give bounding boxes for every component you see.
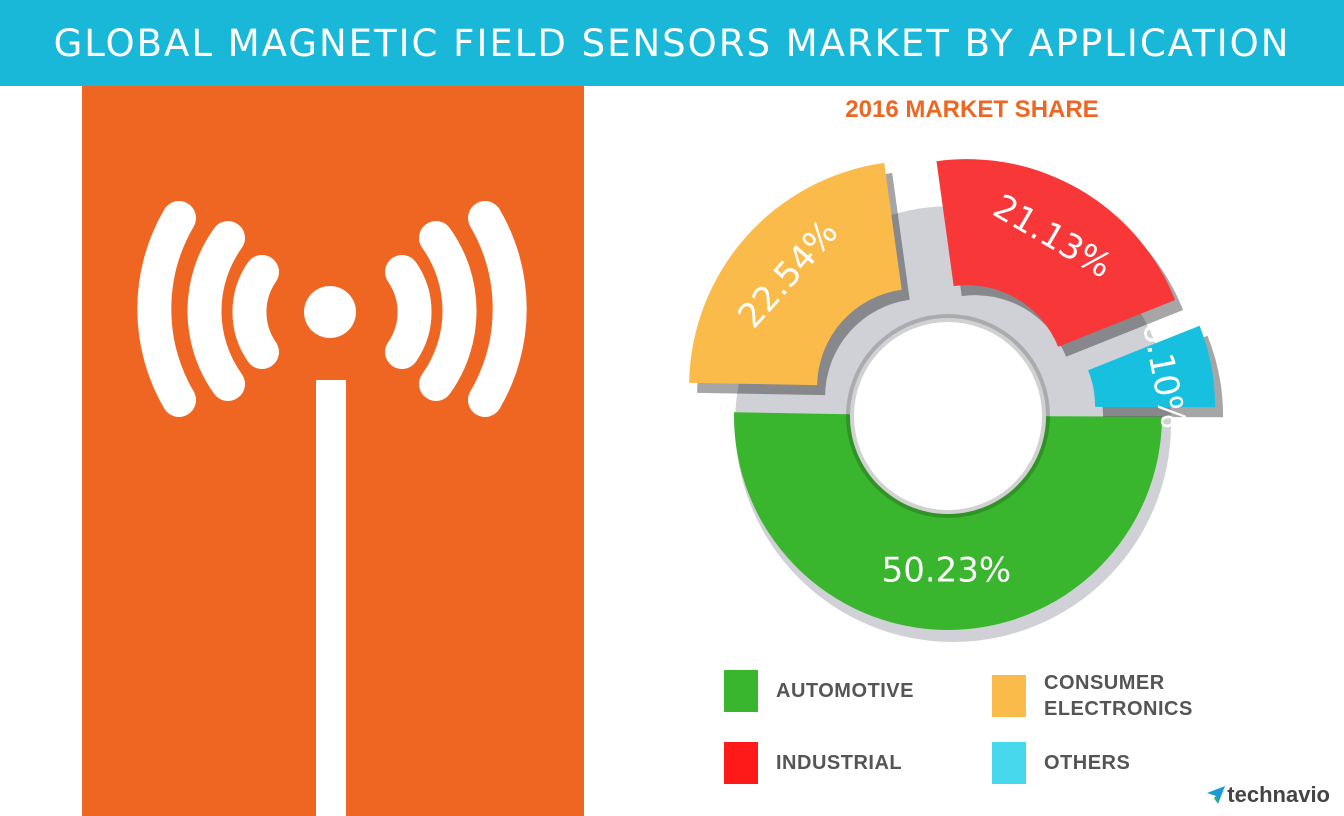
legend-item-others: OTHERS [992, 742, 1130, 784]
signal-wave-left-outer [137, 201, 196, 417]
legend-item-industrial: INDUSTRIAL [724, 742, 902, 784]
chart-title: 2016 MARKET SHARE [845, 96, 1099, 123]
legend-swatch-industrial [724, 742, 758, 784]
slice-industrial [936, 159, 1176, 347]
slice-consumer-electronics [689, 162, 902, 386]
chart-area: 2016 MARKET SHARE 50.23% 6.10% 21.13% 22.54… [600, 86, 1344, 816]
legend-label-automotive: AUTOMOTIVE [776, 680, 914, 702]
legend-item-consumer-electronics: CONSUMER ELECTRONICS [992, 670, 1204, 722]
slice-others [1088, 325, 1216, 408]
data-label-automotive: 50.23% [882, 550, 1012, 590]
legend-item-automotive: AUTOMOTIVE [724, 670, 914, 712]
signal-wave-right-inner [385, 255, 432, 369]
signal-wave-left-middle [187, 221, 245, 401]
legend-swatch-consumer-electronics [992, 675, 1026, 717]
brand-name: technavio [1227, 782, 1330, 807]
donut-chart: 50.23%6.10%21.13%22.54% [689, 159, 1224, 642]
page-title: GLOBAL MAGNETIC FIELD SENSORS MARKET BY … [53, 21, 1291, 65]
wireless-signal-tower-icon [137, 201, 527, 816]
slice-automotive [733, 412, 1162, 631]
legend-swatch-automotive [724, 670, 758, 712]
illustration-panel [82, 86, 584, 816]
title-banner: GLOBAL MAGNETIC FIELD SENSORS MARKET BY … [0, 0, 1344, 86]
signal-wave-left-inner [232, 255, 279, 369]
legend-label-others: OTHERS [1044, 752, 1131, 774]
signal-wave-right-middle [419, 221, 477, 401]
signal-source-dot [304, 286, 356, 338]
tower-mast [316, 380, 346, 816]
legend-label-consumer-electronics: CONSUMER ELECTRONICS [1044, 672, 1193, 720]
legend-swatch-others [992, 742, 1026, 784]
legend-label-industrial: INDUSTRIAL [776, 752, 903, 774]
brand-logo: technavio [1205, 782, 1330, 808]
technavio-logo-icon [1207, 786, 1226, 804]
donut-hole [846, 314, 1050, 518]
signal-wave-right-outer [468, 201, 527, 417]
